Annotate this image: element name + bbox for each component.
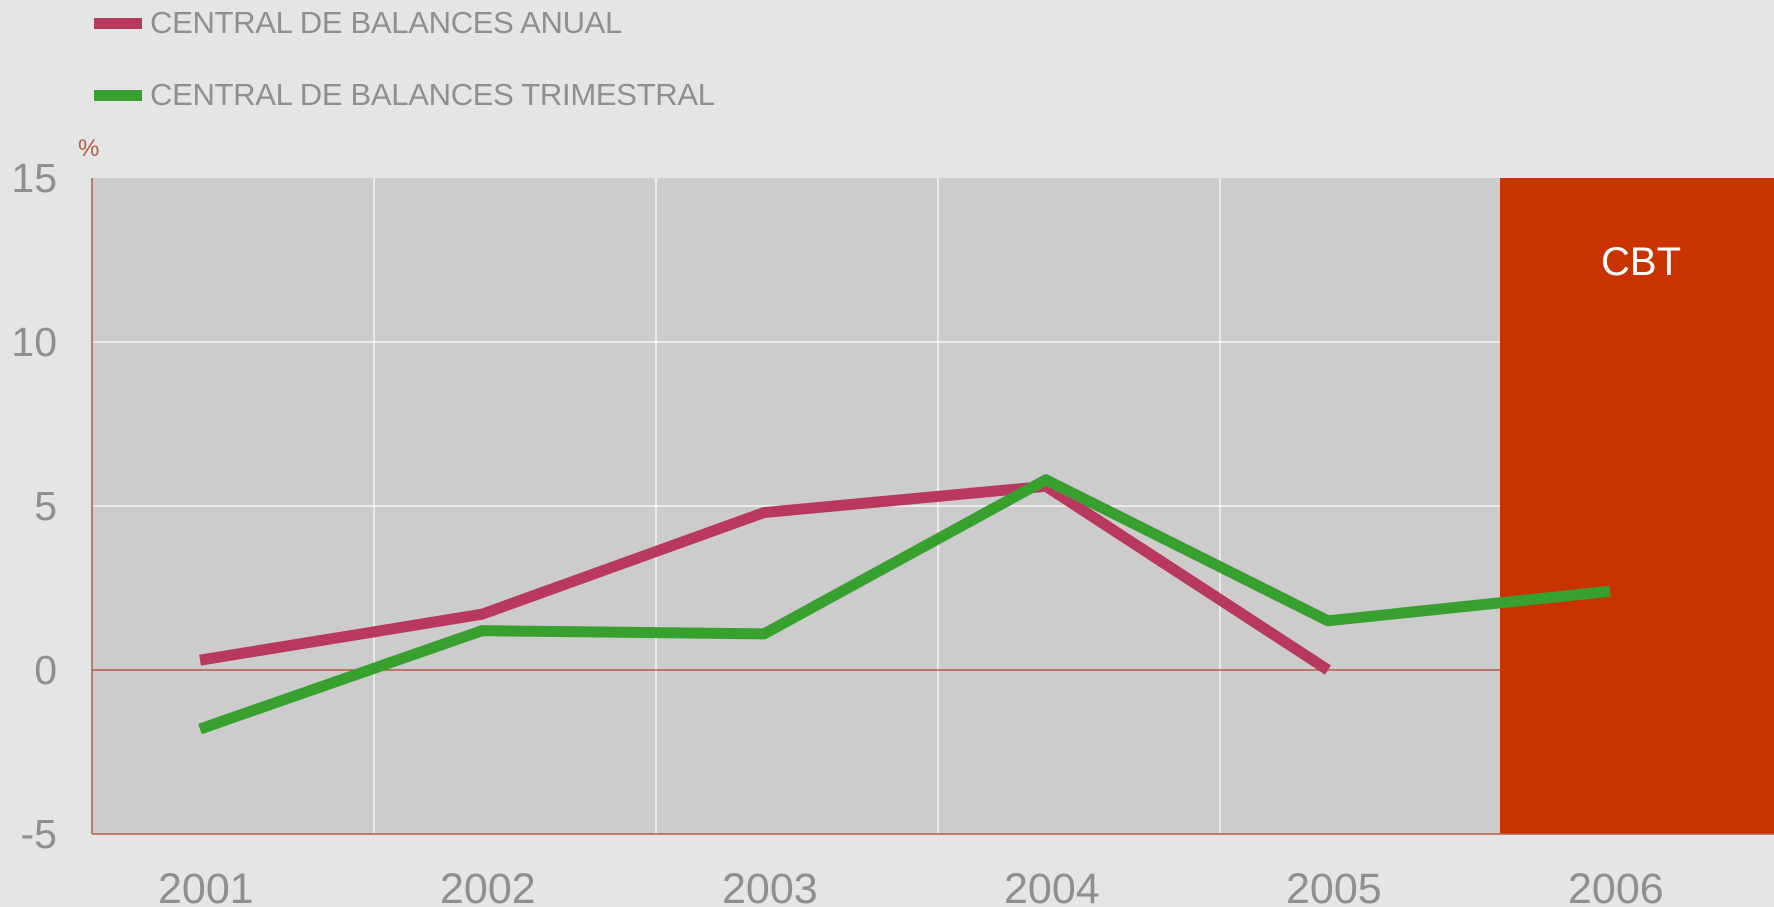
legend-item-trimestral: CENTRAL DE BALANCES TRIMESTRAL bbox=[94, 77, 715, 112]
x-tick-label: 2004 bbox=[1004, 865, 1100, 907]
y-tick-label: 5 bbox=[34, 483, 57, 529]
shaded-region-label: CBT bbox=[1601, 240, 1681, 284]
series-line-anual bbox=[199, 480, 1332, 675]
x-tick-label: 2005 bbox=[1286, 865, 1382, 907]
legend-item-anual: CENTRAL DE BALANCES ANUAL bbox=[94, 5, 623, 40]
shaded-region bbox=[1500, 178, 1774, 834]
x-tick-label: 2001 bbox=[158, 865, 254, 907]
chart-legend: CENTRAL DE BALANCES ANUAL CENTRAL DE BAL… bbox=[0, 0, 900, 120]
y-tick-label: 10 bbox=[11, 319, 57, 365]
series-line-trimestral bbox=[198, 474, 1611, 735]
legend-swatch-trimestral bbox=[94, 89, 142, 101]
legend-label-trimestral: CENTRAL DE BALANCES TRIMESTRAL bbox=[150, 77, 715, 112]
y-axis-unit-label: % bbox=[78, 135, 99, 162]
y-tick-label: -5 bbox=[21, 811, 57, 857]
x-tick-label: 2006 bbox=[1568, 865, 1664, 907]
x-tick-label: 2002 bbox=[440, 865, 536, 907]
y-tick-label: 0 bbox=[34, 647, 57, 693]
y-tick-label: 15 bbox=[11, 155, 57, 201]
legend-label-anual: CENTRAL DE BALANCES ANUAL bbox=[150, 5, 623, 40]
legend-swatch-anual bbox=[94, 17, 142, 29]
x-tick-label: 2003 bbox=[722, 865, 818, 907]
